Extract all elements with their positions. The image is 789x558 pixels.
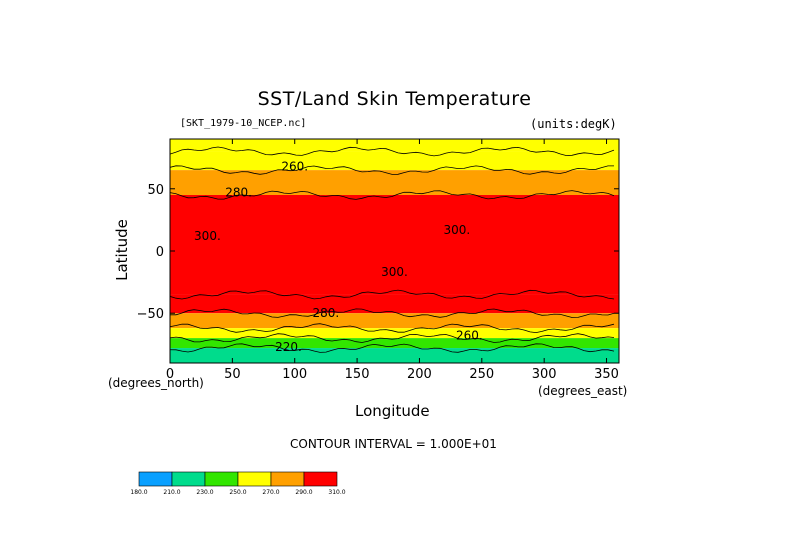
colorbar-label-6: 310.0: [328, 489, 345, 496]
contour-label-6: 260.: [456, 329, 483, 343]
contour-line-3: [169, 190, 615, 200]
y-tick-label-2: −50: [137, 307, 164, 322]
colorbar-label-2: 230.0: [196, 489, 213, 496]
contour-interval-note: CONTOUR INTERVAL = 1.000E+01: [290, 437, 497, 451]
x-tick-label-3: 150: [345, 367, 370, 382]
contour-line-5: [169, 308, 615, 318]
colorbar-swatch-4: [270, 471, 305, 487]
units-label: (units:degK): [530, 117, 617, 131]
contour-label-3: 300.: [444, 223, 471, 237]
heatmap-band-1: [170, 151, 619, 171]
colorbar-swatch-0: [138, 471, 173, 487]
heatmap-band-0: [170, 139, 619, 152]
x-ticks: 0 50 100 150 200 250 300 350: [166, 139, 619, 382]
colorbar-label-3: 250.0: [229, 489, 246, 496]
x-tick-label-2: 100: [282, 367, 307, 382]
contour-labels: 260. 280. 300. 300. 300. 280. 260. 220.: [194, 159, 483, 353]
contour-line-2: [169, 165, 614, 175]
contour-label-4: 300.: [381, 265, 408, 279]
x-tick-label-7: 350: [594, 367, 619, 382]
colorbar-swatch-1: [171, 471, 206, 487]
colorbar-label-5: 290.0: [295, 489, 312, 496]
contour-lines: [169, 146, 615, 353]
x-unit-left-label: (degrees_north): [108, 376, 204, 390]
colorbar-swatch-2: [204, 471, 239, 487]
heatmap-band-6: [170, 328, 619, 339]
y-ticks: 50 0 −50: [137, 183, 619, 322]
contour-label-2: 300.: [194, 229, 221, 243]
contour-line-4: [169, 289, 615, 300]
x-tick-label-5: 250: [469, 367, 494, 382]
x-tick-label-6: 300: [532, 367, 557, 382]
x-axis-label: Longitude: [355, 402, 430, 420]
heatmap-band-7: [170, 338, 619, 349]
y-tick-label-1: 0: [156, 245, 164, 260]
x-tick-label-0: 0: [166, 367, 174, 382]
y-tick-label-0: 50: [147, 183, 164, 198]
dataset-file-label: [SKT_1979-10_NCEP.nc]: [180, 118, 307, 129]
contour-label-7: 220.: [275, 340, 302, 354]
colorbar-swatch-3: [237, 471, 272, 487]
x-unit-right-label: (degrees_east): [538, 384, 628, 398]
colorbar: 180.0 210.0 230.0 250.0 270.0 290.0 310.0: [130, 471, 346, 496]
contour-line-1: [169, 146, 615, 157]
contour-label-1: 280.: [225, 186, 252, 200]
colorbar-label-4: 270.0: [262, 489, 279, 496]
heatmap-band-8: [170, 348, 619, 363]
colorbar-label-0: 180.0: [130, 489, 147, 496]
x-tick-label-1: 50: [224, 367, 241, 382]
chart-title: SST/Land Skin Temperature: [257, 88, 532, 110]
colorbar-label-1: 210.0: [163, 489, 180, 496]
contour-label-5: 280.: [313, 306, 340, 320]
colorbar-swatch-5: [303, 471, 338, 487]
heatmap-band-5: [170, 313, 619, 329]
heatmap-band-3: [170, 195, 619, 295]
x-tick-label-4: 200: [407, 367, 432, 382]
contour-line-7: [169, 333, 615, 343]
contour-line-8: [169, 343, 615, 353]
heatmap-bands: [170, 139, 619, 363]
contour-line-6: [169, 323, 615, 334]
contour-label-0: 260.: [281, 159, 308, 173]
heatmap-band-4: [170, 294, 619, 314]
